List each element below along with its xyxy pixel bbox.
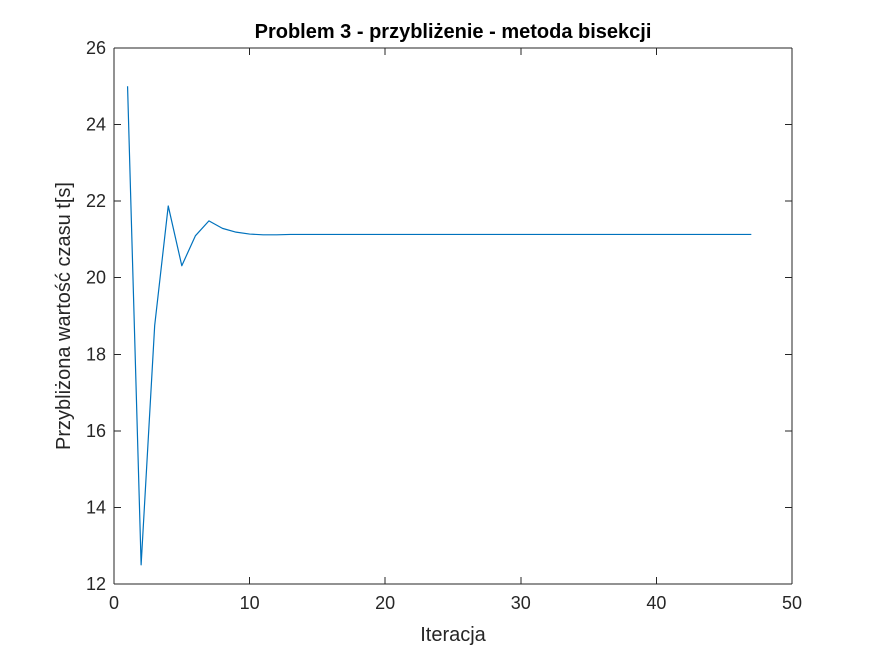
x-tick-label: 30 [511,593,531,613]
y-tick-label: 14 [86,497,106,517]
x-axis-label: Iteracja [420,624,486,646]
y-tick-label: 20 [86,268,106,288]
y-tick-label: 26 [86,38,106,58]
chart-title: Problem 3 - przybliżenie - metoda bisekc… [255,21,652,43]
plot-area [114,48,792,584]
y-tick-label: 12 [86,574,106,594]
x-tick-label: 20 [375,593,395,613]
axes-layer: 0 10 20 30 40 50 12 14 16 18 20 22 24 26 [86,38,802,613]
x-tick-label: 10 [240,593,260,613]
series-layer [126,86,752,566]
x-tick-label: 0 [109,593,119,613]
series-line-1 [126,86,752,566]
y-tick-label: 18 [86,344,106,364]
x-tick-label: 50 [782,593,802,613]
y-tick-label: 16 [86,421,106,441]
y-axis-label: Przybliżona wartość czasu t[s] [53,182,75,450]
x-tick-label: 40 [646,593,666,613]
y-tick-label: 22 [86,191,106,211]
y-tick-label: 24 [86,115,106,135]
